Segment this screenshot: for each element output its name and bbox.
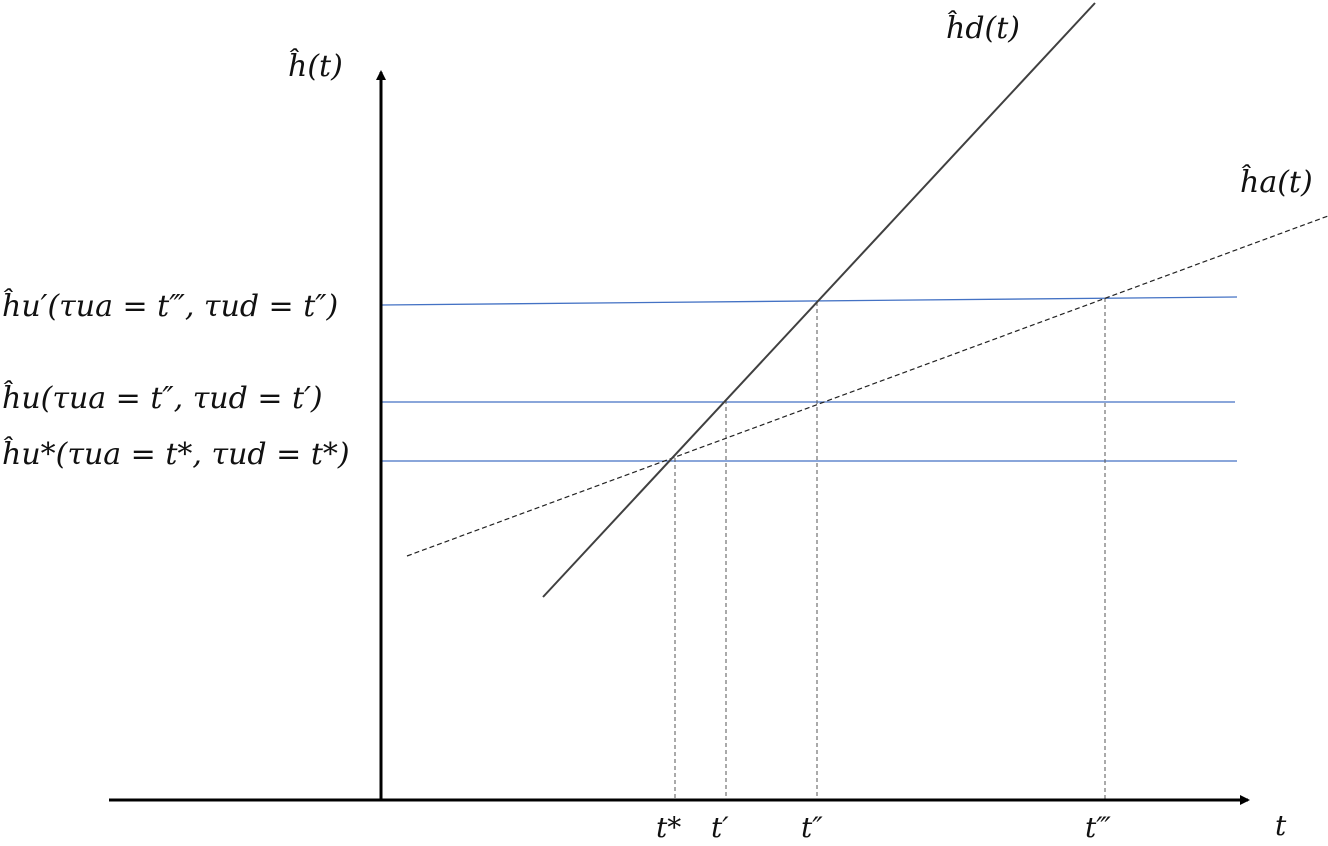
curve-a-line [406,215,1328,557]
tick-label-t-dprime: t″ [801,811,823,844]
level-label-u-star: ĥu*(τua = t*, τud = t*) [2,437,350,472]
tick-label-t-tprime: t‴ [1085,811,1111,844]
x-axis-label: t [1275,809,1287,842]
level-label-u-prime: ĥu′(τua = t‴, τud = t″) [2,289,339,324]
level-line-u-prime [381,296,1238,306]
tick-label-t-prime: t′ [711,811,729,844]
curve-d-line [542,2,1096,598]
y-axis-label: ĥ(t) [288,49,343,84]
level-label-u: ĥu(τua = t″, τud = t′) [2,381,323,416]
tick-label-t-star: t* [656,811,682,844]
curve-a-label: ĥa(t) [1240,165,1313,200]
curve-d-label: ĥd(t) [946,11,1020,46]
